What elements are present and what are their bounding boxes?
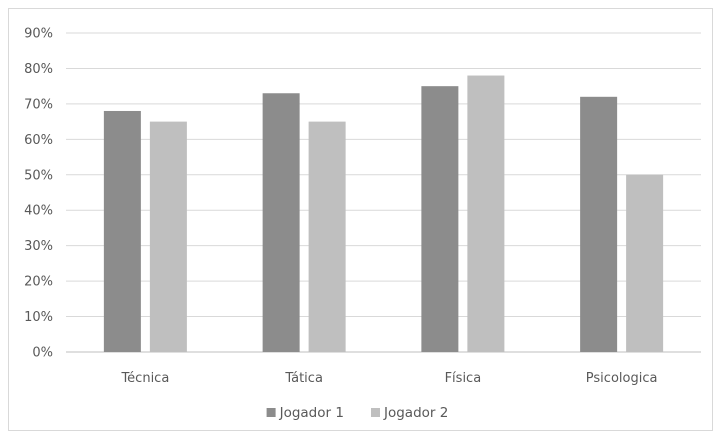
y-tick-label: 70% [24, 97, 53, 112]
legend-swatch [266, 408, 276, 417]
bar-jogador-1 [580, 96, 618, 352]
bar-jogador-2 [626, 174, 664, 352]
y-tick-label: 10% [24, 310, 53, 325]
bars [103, 75, 664, 353]
y-tick-label: 0% [32, 346, 53, 361]
bar-jogador-2 [467, 75, 505, 353]
x-axis-ticks: Técnica Tática Física Psicologica [120, 371, 657, 386]
legend-label: Jogador 2 [383, 405, 448, 421]
x-tick-label: Física [445, 371, 482, 386]
bar-jogador-1 [103, 110, 141, 352]
x-tick-label: Técnica [120, 371, 169, 386]
bar-jogador-1 [421, 86, 459, 353]
bar-jogador-1 [262, 93, 300, 352]
y-axis-ticks: 0% 10% 20% 30% 40% 50% 60% 70% 80% 90% [24, 27, 53, 361]
x-tick-label: Psicologica [586, 371, 658, 386]
legend: Jogador 1 Jogador 2 [266, 405, 448, 421]
bar-jogador-2 [149, 121, 187, 352]
x-tick-label: Tática [284, 371, 323, 386]
y-tick-label: 50% [24, 168, 53, 183]
legend-swatch [371, 408, 380, 417]
y-tick-label: 20% [24, 275, 53, 290]
y-tick-label: 90% [24, 27, 53, 42]
legend-label: Jogador 1 [279, 405, 344, 421]
y-tick-label: 80% [24, 62, 53, 77]
y-tick-label: 60% [24, 133, 53, 148]
y-tick-label: 40% [24, 204, 53, 219]
y-tick-label: 30% [24, 239, 53, 254]
bar-jogador-2 [308, 121, 346, 352]
